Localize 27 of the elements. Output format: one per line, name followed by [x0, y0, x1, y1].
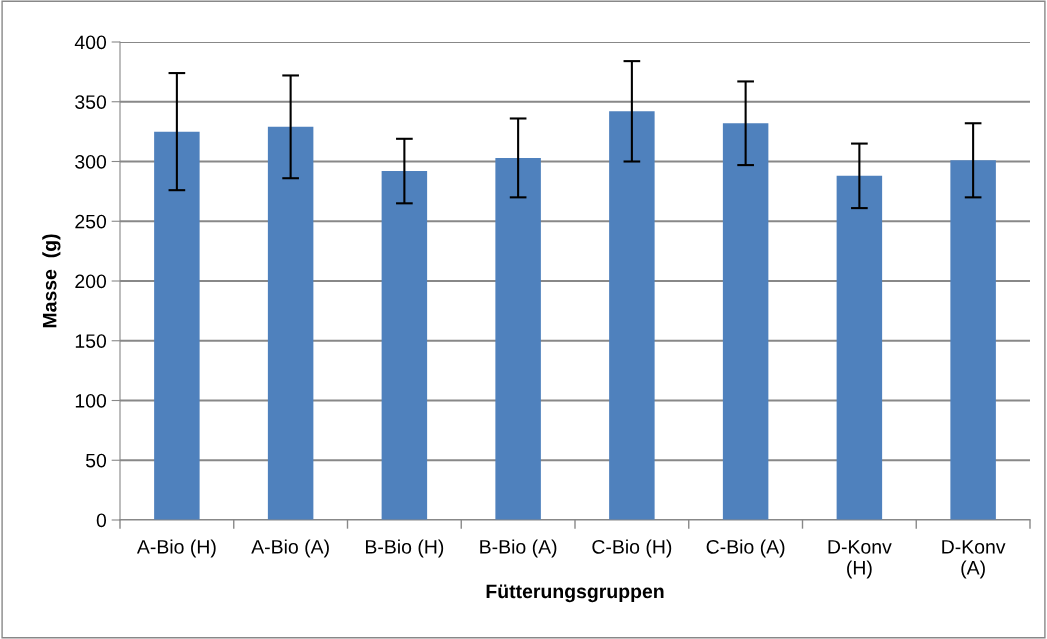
y-tick-label: 350 [75, 95, 107, 109]
bar [950, 160, 996, 520]
y-tick-label: 50 [85, 453, 107, 468]
x-tick-label: C-Bio (H) [592, 539, 672, 558]
y-tick-label: 150 [75, 334, 107, 348]
y-tick-label: 250 [75, 214, 107, 229]
y-tick-label: 300 [75, 154, 107, 169]
x-axis-title: Fütterungsgruppen [486, 584, 664, 603]
x-tick-label: B-Bio (H) [366, 539, 444, 558]
bar [836, 175, 883, 520]
y-tick-label: 200 [75, 274, 107, 289]
y-tick-label: 0 [96, 513, 107, 528]
y-axis-title: Masse (g) [42, 234, 61, 328]
y-tick-label: 100 [75, 393, 107, 408]
x-tick-label: C-Bio (A) [706, 539, 785, 558]
x-tick-label: D-Konv (A) [942, 540, 1006, 579]
bar [267, 126, 314, 520]
x-tick-label: A-Bio (H) [136, 539, 216, 558]
bar [154, 131, 200, 520]
x-tick-label: A-Bio (A) [251, 539, 329, 558]
x-tick-label: B-Bio (A) [480, 539, 557, 558]
bar [381, 171, 428, 520]
bar [722, 123, 769, 520]
bar [609, 111, 655, 520]
y-tick-label: 400 [74, 35, 107, 50]
x-tick-label: D-Konv (H) [828, 540, 892, 579]
bar [495, 157, 541, 520]
